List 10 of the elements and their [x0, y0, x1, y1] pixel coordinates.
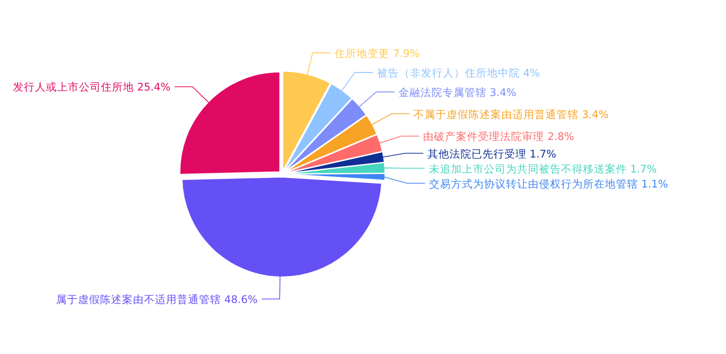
slice-label: 交易方式为协议转让由侵权行为所在地管辖 1.1%: [428, 177, 668, 190]
slice-label: 由破产案件受理法院审理 2.8%: [423, 130, 574, 144]
slice-label: 发行人或上市公司住所地 25.4%: [12, 80, 171, 94]
slice-label: 住所地变更 7.9%: [334, 46, 420, 60]
slice-label: 未追加上市公司为共同被告不得移送案件 1.7%: [428, 162, 657, 176]
slice-label: 被告（非发行人）住所地中院 4%: [376, 66, 540, 80]
slice-label: 属于虚假陈述案由不适用普通管辖 48.6%: [56, 292, 258, 306]
slice-label: 不属于虚假陈述案由适用普通管辖 3.4%: [414, 108, 609, 121]
slice-label: 其他法院已先行受理 1.7%: [427, 147, 556, 160]
slice-label: 金融法院专属管辖 3.4%: [398, 86, 516, 99]
